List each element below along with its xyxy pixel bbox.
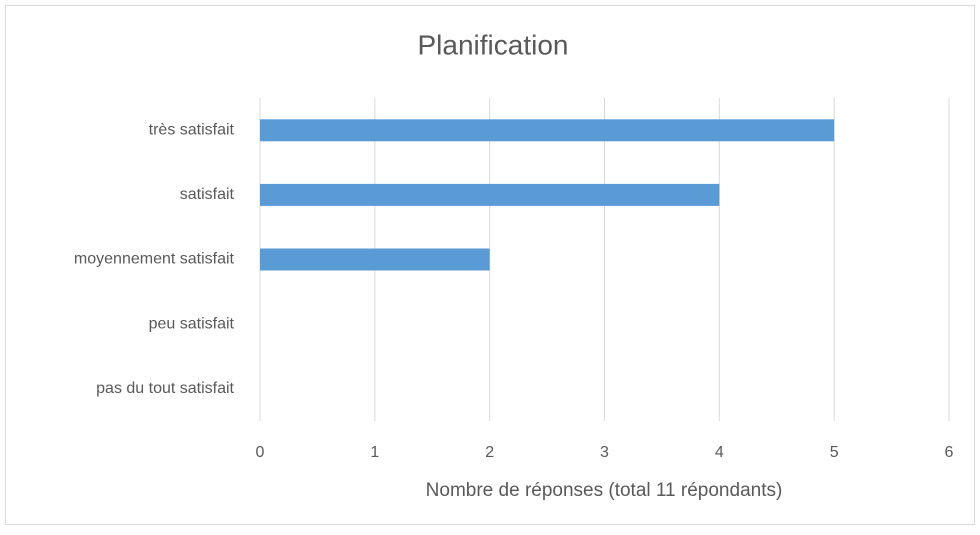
y-tick-label: moyennement satisfait [74,251,235,268]
x-axis-label: Nombre de réponses (total 11 répondants) [426,480,783,501]
x-tick-label: 5 [830,444,839,461]
chart-title: Planification [418,29,569,60]
x-tick-label: 1 [370,444,379,461]
x-tick-label: 2 [485,444,494,461]
bar [260,183,720,206]
x-tick-label: 0 [256,444,265,461]
y-tick-label: peu satisfait [149,315,235,332]
y-tick-label: pas du tout satisfait [96,380,234,397]
x-tick-label: 6 [945,444,954,461]
y-tick-label: très satisfait [149,122,235,139]
bar [260,248,490,271]
x-tick-label: 3 [600,444,609,461]
y-tick-label: satisfait [180,186,235,203]
bar [260,119,835,142]
x-tick-label: 4 [715,444,724,461]
